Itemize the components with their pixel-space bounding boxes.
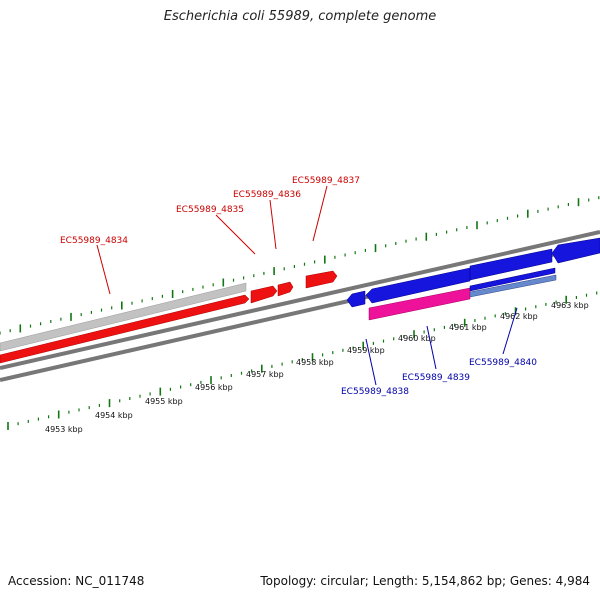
rna-feature-lower[interactable] [469, 274, 557, 298]
tick-label-4956: 4956 kbp [195, 383, 233, 392]
top-tick-ring [0, 196, 600, 335]
leader-line-ec55989-4839 [426, 325, 437, 370]
gene-label-ec55989-4838[interactable]: EC55989_4838 [341, 387, 409, 397]
tick-label-4954: 4954 kbp [95, 411, 133, 420]
pseudogene-feature[interactable] [0, 282, 247, 352]
leader-line-ec55989-4837 [312, 185, 328, 242]
rna-feature[interactable] [368, 287, 471, 321]
tick-label-4957: 4957 kbp [246, 370, 284, 379]
leader-line-ec55989-4834 [96, 244, 111, 295]
gene-arrow-ec55989-4834[interactable] [0, 294, 250, 364]
gene-label-ec55989-4836[interactable]: EC55989_4836 [233, 190, 301, 200]
gene-arrow-ec55989-4835[interactable] [250, 285, 278, 304]
leader-line-ec55989-4838 [365, 338, 377, 386]
leader-line-ec55989-4835 [215, 214, 256, 255]
tick-label-4961: 4961 kbp [449, 323, 487, 332]
backbone-line-upper [0, 230, 600, 370]
gene-arrow-ec55989-4838[interactable] [346, 290, 366, 308]
bottom-tick-ring [7, 291, 598, 430]
tick-label-4963: 4963 kbp [551, 301, 589, 310]
gene-label-ec55989-4834[interactable]: EC55989_4834 [60, 236, 128, 246]
gene-arrow-upstream[interactable] [551, 237, 600, 264]
gene-arrow-ec55989-4837[interactable] [305, 270, 338, 289]
genome-summary: Topology: circular; Length: 5,154,862 bp… [260, 574, 590, 588]
accession-label: Accession: NC_011748 [8, 574, 145, 588]
tick-label-4962: 4962 kbp [500, 312, 538, 321]
gene-arrow-ec55989-4840-lower[interactable] [469, 267, 556, 292]
gene-arrow-ec55989-4836[interactable] [277, 281, 294, 297]
gene-label-ec55989-4840[interactable]: EC55989_4840 [469, 358, 537, 368]
gene-label-ec55989-4835[interactable]: EC55989_4835 [176, 205, 244, 215]
map-title: Escherichia coli 55989, complete genome [163, 9, 437, 24]
tick-label-4959: 4959 kbp [347, 346, 385, 355]
gene-label-ec55989-4839[interactable]: EC55989_4839 [402, 373, 470, 383]
tick-label-4960: 4960 kbp [398, 334, 436, 343]
gene-label-ec55989-4837[interactable]: EC55989_4837 [292, 176, 360, 186]
tick-label-4955: 4955 kbp [145, 397, 183, 406]
tick-label-4958: 4958 kbp [296, 358, 334, 367]
gene-arrow-ec55989-4840[interactable] [469, 248, 553, 281]
tick-label-4953: 4953 kbp [45, 425, 83, 434]
leader-line-ec55989-4840 [502, 307, 518, 355]
leader-line-ec55989-4836 [269, 199, 277, 250]
